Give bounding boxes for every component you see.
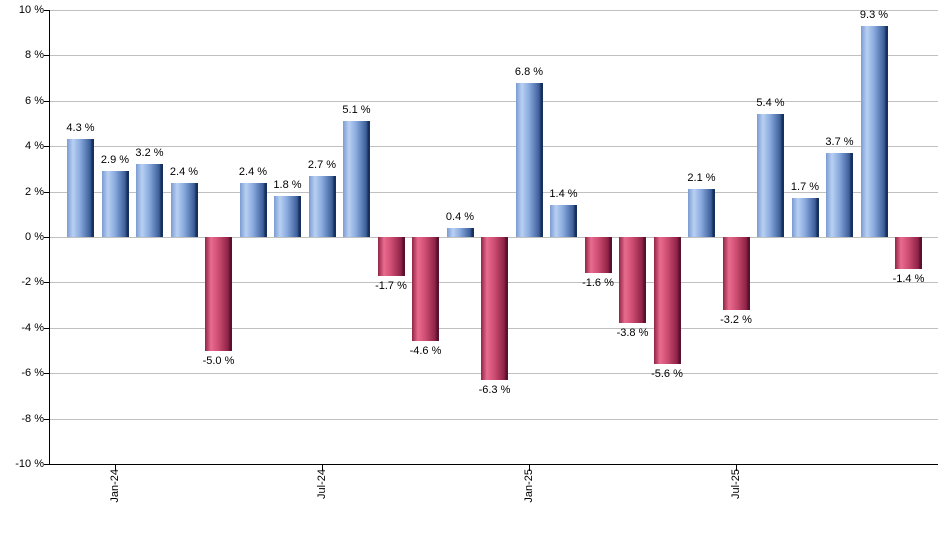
- bar-value-label: -1.7 %: [375, 279, 407, 292]
- bar: [757, 114, 784, 237]
- bar-value-label: 2.7 %: [307, 158, 337, 171]
- y-axis-tick: [44, 10, 49, 11]
- bar: [722, 237, 750, 310]
- y-axis-label: -8 %: [21, 413, 44, 425]
- gridline: [49, 10, 938, 11]
- bar-value-label: -3.2 %: [720, 313, 752, 326]
- bar: [895, 237, 922, 269]
- bar-value-label: 1.4 %: [549, 188, 578, 201]
- bar: [239, 182, 267, 237]
- bar-value-label: 6.8 %: [514, 65, 544, 78]
- y-axis-label: 10 %: [18, 4, 44, 16]
- bar: [826, 153, 853, 237]
- bar-value-label: 1.8 %: [273, 179, 302, 192]
- bar: [860, 25, 888, 237]
- bar-value-label: 3.7 %: [825, 136, 854, 148]
- bar: [136, 164, 163, 237]
- x-axis-tick: [529, 465, 530, 471]
- bar-value-label: 5.1 %: [342, 104, 371, 117]
- bar-value-label: 2.1 %: [687, 172, 716, 185]
- bar-value-label: 0.4 %: [445, 210, 475, 223]
- bar-value-label: -1.4 %: [892, 272, 925, 285]
- bar: [274, 196, 301, 237]
- y-axis-label: -6 %: [21, 367, 44, 379]
- bar-value-label: -1.6 %: [582, 277, 614, 290]
- bar-value-label: -5.6 %: [651, 368, 683, 381]
- y-axis-tick: [44, 101, 49, 102]
- x-axis-label: Jan-25: [523, 469, 535, 503]
- bar: [791, 198, 819, 237]
- y-axis-tick: [44, 282, 49, 283]
- x-axis-tick: [322, 465, 323, 471]
- bar: [343, 121, 370, 237]
- bar: [550, 205, 577, 237]
- y-axis-tick: [44, 464, 49, 465]
- bar: [446, 227, 474, 237]
- y-axis-label: -10 %: [15, 458, 44, 470]
- bar: [619, 237, 646, 324]
- x-axis-label: Jul-24: [316, 469, 328, 499]
- y-axis-label: -4 %: [21, 322, 44, 334]
- y-axis-tick: [44, 328, 49, 329]
- bar: [377, 237, 405, 276]
- gridline: [49, 419, 938, 420]
- y-axis-tick: [44, 237, 49, 238]
- x-axis-label: Jul-25: [730, 469, 742, 499]
- y-axis-label: 0 %: [25, 231, 44, 243]
- bar-value-label: 2.9 %: [100, 154, 130, 167]
- gridline: [49, 101, 938, 102]
- y-axis-label: -2 %: [21, 276, 44, 288]
- y-axis-line: [49, 10, 50, 465]
- bar-value-label: 9.3 %: [859, 8, 889, 21]
- bar: [170, 182, 198, 237]
- bar: [481, 237, 508, 380]
- bar-value-label: 5.4 %: [756, 97, 785, 110]
- bar: [653, 237, 681, 365]
- bar-value-label: 2.4 %: [238, 165, 268, 178]
- y-axis-tick: [44, 192, 49, 193]
- bar: [67, 139, 94, 237]
- x-axis-label: Jan-24: [109, 469, 121, 503]
- bar-value-label: 2.4 %: [169, 165, 199, 178]
- bar: [515, 82, 543, 237]
- bar-value-label: 3.2 %: [135, 147, 164, 160]
- bar-value-label: 1.7 %: [790, 181, 820, 194]
- bar-value-label: 4.3 %: [66, 122, 95, 135]
- y-axis-label: 6 %: [25, 95, 44, 107]
- gridline: [49, 146, 938, 147]
- bar-value-label: -5.0 %: [202, 354, 235, 367]
- bar-value-label: -4.6 %: [409, 345, 442, 358]
- x-axis-tick: [736, 465, 737, 471]
- y-axis-label: 2 %: [25, 186, 44, 198]
- bar: [308, 175, 336, 237]
- y-axis-tick: [44, 146, 49, 147]
- x-axis-line: [49, 464, 938, 465]
- bar: [584, 237, 612, 274]
- bar: [412, 237, 439, 342]
- y-axis-label: 8 %: [25, 49, 44, 61]
- x-axis-tick: [115, 465, 116, 471]
- gridline: [49, 55, 938, 56]
- y-axis-tick: [44, 419, 49, 420]
- bar-value-label: -3.8 %: [616, 327, 649, 340]
- bar: [101, 171, 129, 237]
- gridline: [49, 192, 938, 193]
- bar: [688, 189, 715, 237]
- bar-value-label: -6.3 %: [478, 384, 511, 396]
- y-axis-label: 4 %: [25, 140, 44, 152]
- bar: [205, 237, 232, 351]
- y-axis-tick: [44, 373, 49, 374]
- y-axis-tick: [44, 55, 49, 56]
